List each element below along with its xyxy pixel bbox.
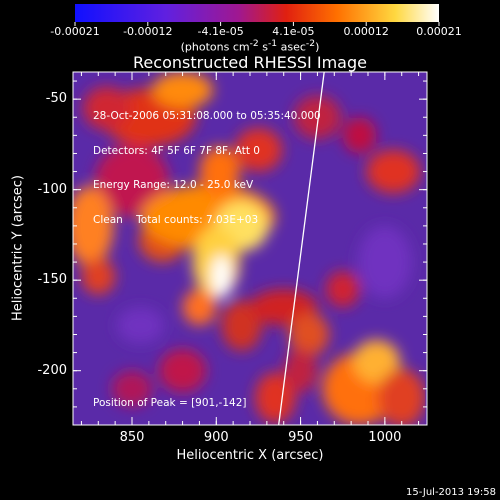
heatmap-emission-region xyxy=(342,117,377,154)
x-tick-label: 850 xyxy=(119,430,145,445)
annotation-line-time: 28-Oct-2006 05:31:08.000 to 05:35:40.000 xyxy=(93,110,321,122)
x-tick-label: 950 xyxy=(288,430,313,445)
heatmap-emission-region xyxy=(325,271,360,308)
heatmap-emission-region xyxy=(378,368,426,425)
heatmap-emission-region xyxy=(199,146,240,197)
annotation-block: 28-Oct-2006 05:31:08.000 to 05:35:40.000… xyxy=(93,88,321,238)
heatmap-emission-region xyxy=(116,307,165,344)
colorbar-units: (photons cm-2 s-1 asec-2) xyxy=(180,38,320,54)
y-tick-label: -50 xyxy=(45,91,67,107)
heatmap-emission-region xyxy=(111,370,153,407)
y-tick-label: -100 xyxy=(37,181,67,197)
heatmap-emission-region xyxy=(283,348,318,393)
x-axis-title: Heliocentric X (arcsec) xyxy=(176,448,324,463)
annotation-line-energy: Energy Range: 12.0 - 25.0 keV xyxy=(93,179,254,191)
annotation-line-counts: Clean Total counts: 7.03E+03 xyxy=(93,213,259,226)
heatmap-emission-region xyxy=(234,128,283,172)
colorbar-tick-label: 4.1e-05 xyxy=(272,25,315,38)
heatmap-emission-region xyxy=(158,348,207,393)
heatmap-emission-region xyxy=(357,225,412,299)
heatmap-emission-region xyxy=(182,289,217,326)
heatmap-emission-region xyxy=(94,144,170,217)
colorbar-tick-label: 0.00012 xyxy=(343,25,389,38)
heatmap-emission-region xyxy=(366,149,421,194)
x-tick-label: 1000 xyxy=(368,430,402,445)
chart-title: Reconstructed RHESSI Image xyxy=(133,53,367,72)
annotation-line-detectors: Detectors: 4F 5F 6F 7F 8F, Att 0 xyxy=(93,144,260,157)
heatmap-emission-region xyxy=(352,339,401,384)
heatmap-emission-region xyxy=(288,312,330,357)
colorbar-tick-label: -0.00021 xyxy=(50,25,100,38)
colorbar xyxy=(74,4,440,26)
heatmap-emission-region xyxy=(81,258,116,295)
colorbar-tick-label: -0.00012 xyxy=(123,25,173,38)
y-tick-label: -200 xyxy=(37,362,67,378)
y-tick-label: -150 xyxy=(37,272,67,288)
heatmap-emission-region xyxy=(211,254,232,299)
peak-position-label: Position of Peak = [901,-142] xyxy=(93,397,247,409)
colorbar-tick-label: 0.00021 xyxy=(416,25,462,38)
colorbar-tick-label: -4.1e-05 xyxy=(197,25,244,38)
solar-limb-line xyxy=(278,72,325,425)
heatmap-emission-region xyxy=(255,372,296,424)
heatmap-emission-region xyxy=(73,186,114,266)
footer-timestamp: 15-Jul-2013 19:58 xyxy=(405,487,496,498)
heatmap-emission-region xyxy=(83,86,131,130)
heatmap-emission-region xyxy=(293,95,342,139)
x-tick-label: 900 xyxy=(203,430,229,445)
heatmap-emission-region xyxy=(152,72,213,109)
y-axis-title: Heliocentric Y (arcsec) xyxy=(10,175,26,321)
